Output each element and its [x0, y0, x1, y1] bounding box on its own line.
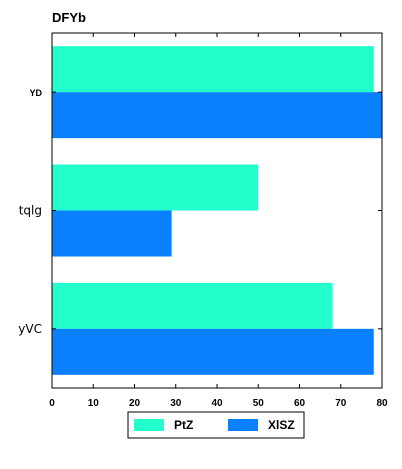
chart-title: DFYb [52, 10, 86, 25]
bars-layer [52, 46, 382, 375]
x-tick-label-60: 60 [294, 398, 306, 409]
x-tick-label-70: 70 [335, 398, 347, 409]
bar-tqlg-ptz [52, 164, 259, 211]
x-tick-label-80: 80 [376, 398, 388, 409]
legend-swatch-ptz [134, 419, 164, 431]
legend-label-ptz: PtZ [174, 418, 193, 432]
x-tick-label-20: 20 [129, 398, 141, 409]
x-tick-label-10: 10 [88, 398, 100, 409]
x-tick-label-30: 30 [170, 398, 182, 409]
y-tick-label-yd: YD [29, 88, 42, 98]
legend-label-xlsz: XlSZ [268, 418, 295, 432]
x-tick-label-0: 0 [49, 398, 55, 409]
y-tick-label-tqlg: tqlg [19, 204, 42, 218]
bar-yvc-ptz [52, 282, 333, 329]
x-tick-label-40: 40 [211, 398, 223, 409]
bar-tqlg-xlsz [52, 210, 172, 257]
y-tick-label-yvc: yVC [18, 322, 42, 336]
legend-swatch-xlsz [228, 419, 258, 431]
bar-yd-xlsz [52, 92, 382, 139]
axis-layer: YD tqlg yVC 0 10 20 30 40 50 60 70 80 [18, 33, 388, 409]
legend[interactable]: PtZ XlSZ [127, 411, 305, 439]
bar-yvc-xlsz [52, 328, 374, 375]
bar-yd-ptz [52, 46, 374, 93]
x-tick-label-50: 50 [253, 398, 265, 409]
